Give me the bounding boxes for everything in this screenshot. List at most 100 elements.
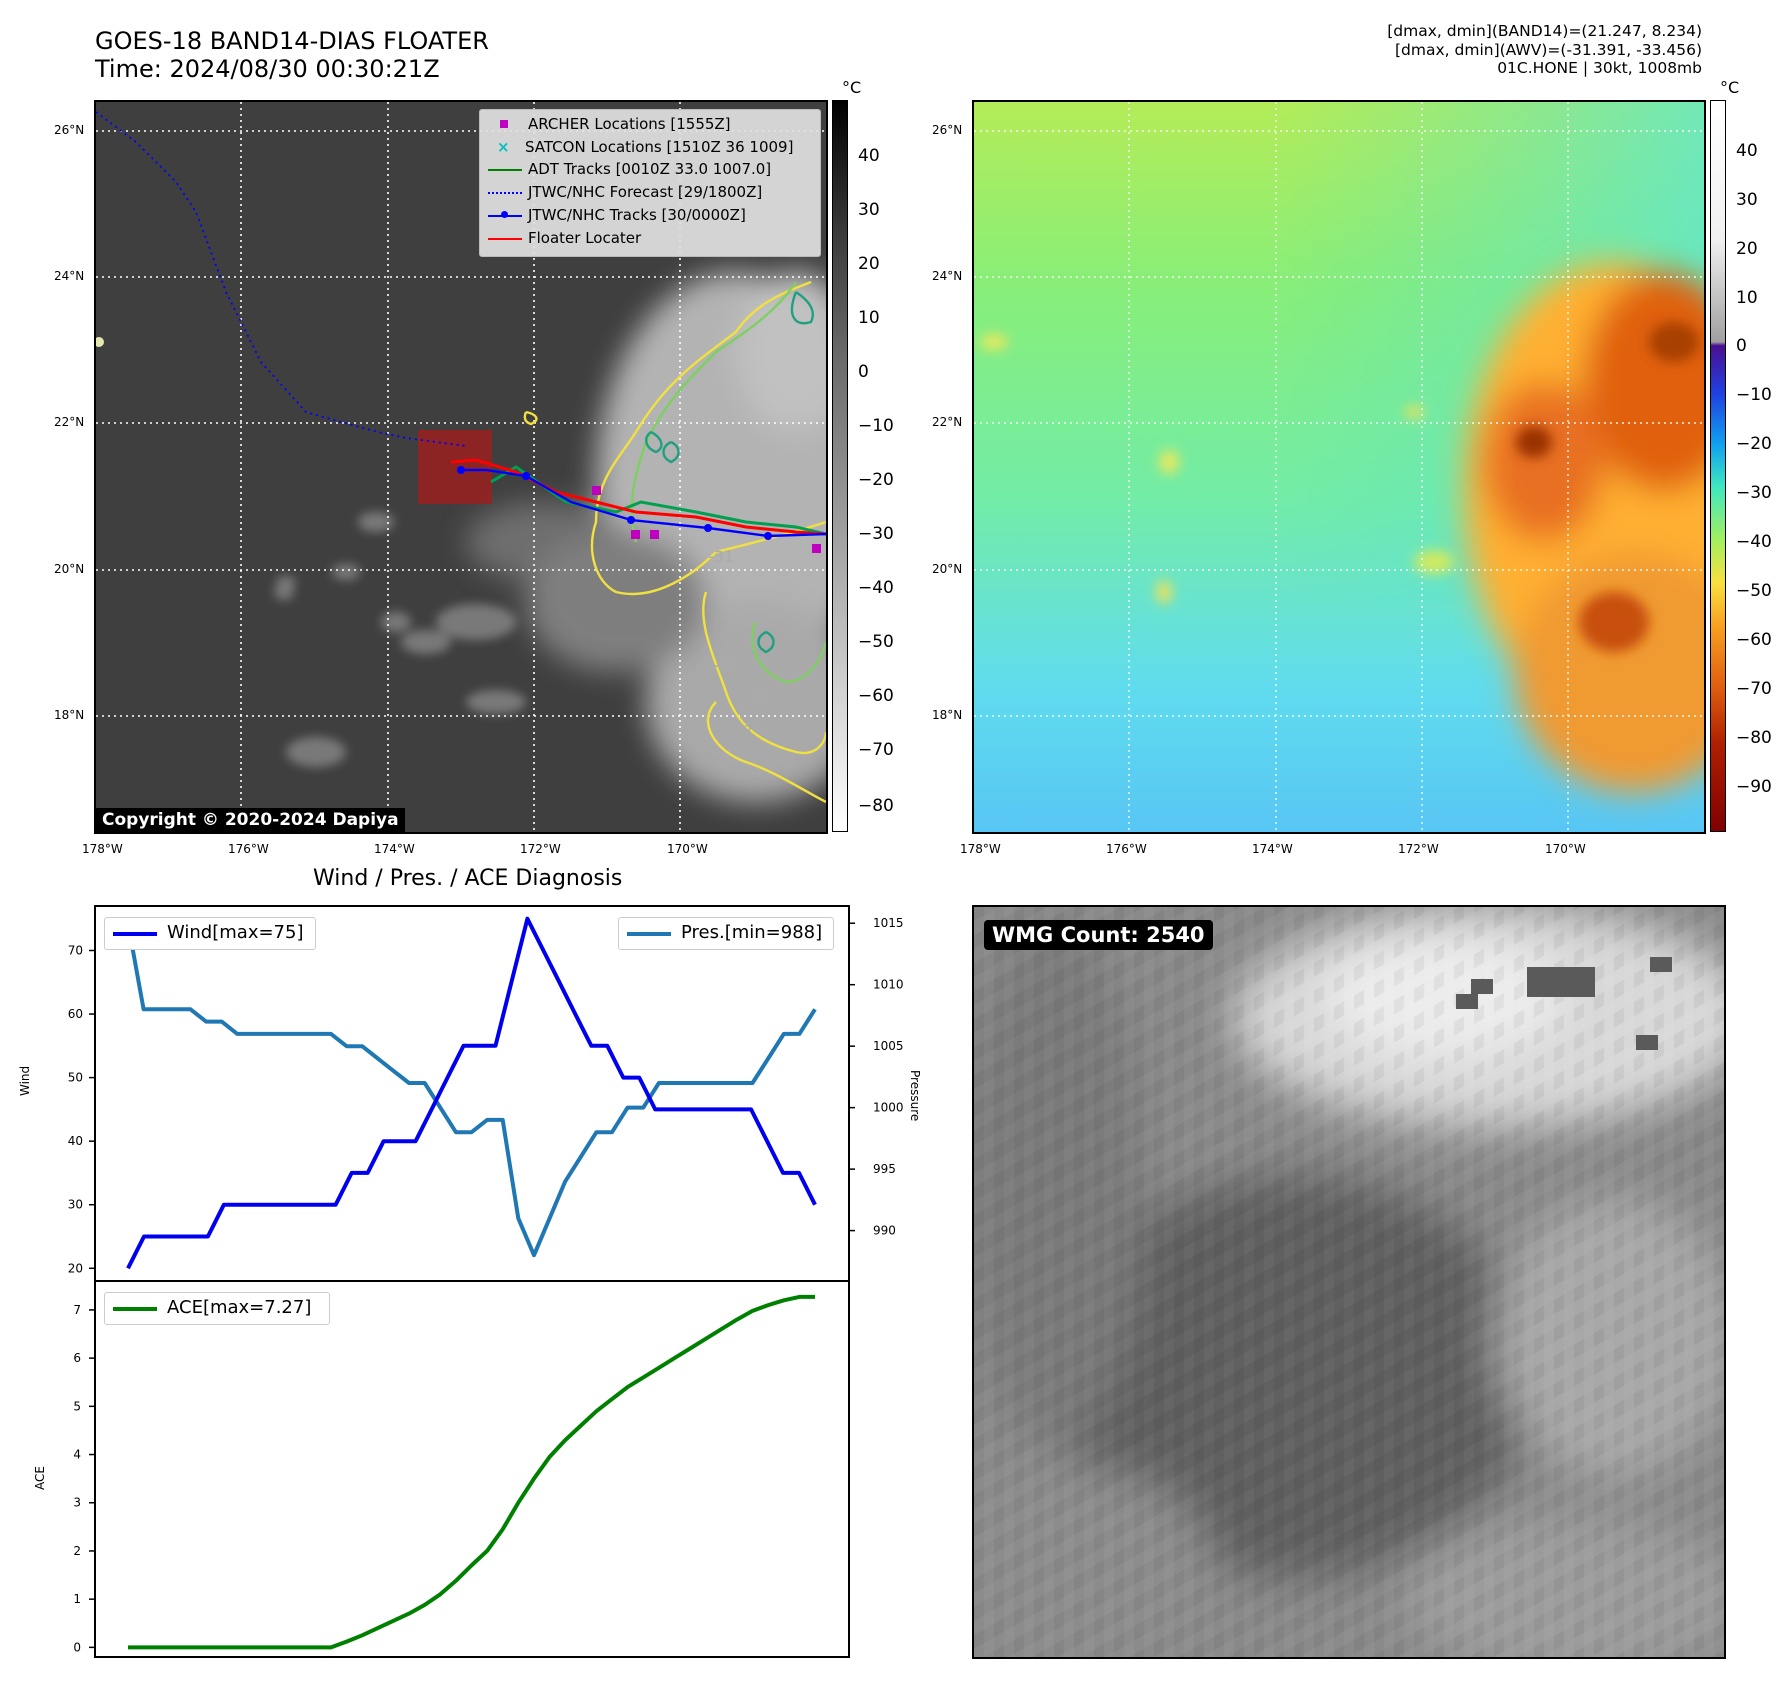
legend-label: SATCON Locations [1510Z 36 1009]	[525, 138, 794, 156]
colorbar-tick: −10	[858, 416, 894, 436]
info-line-2: [dmax, dmin](AWV)=(-31.391, -33.456)	[1395, 40, 1702, 59]
floater-locater-box	[418, 430, 492, 504]
adt-legend-line	[488, 169, 522, 171]
satcon-marker: ×	[497, 138, 510, 156]
colorbar-tick: 0	[858, 362, 869, 382]
legend-label: Floater Locater	[528, 229, 642, 247]
lon-label: 170°W	[667, 842, 708, 856]
lat-label: 24°N	[932, 269, 963, 283]
ace-series-line	[128, 1294, 815, 1650]
lon-label: 172°W	[520, 842, 561, 856]
forecast-legend-line	[488, 192, 522, 194]
colorbar-tick: −10	[1736, 385, 1772, 405]
colorbar-tick: −40	[1736, 532, 1772, 552]
wind-tick-label: 60	[68, 1007, 83, 1021]
wind-axis-title: Wind	[18, 1065, 32, 1096]
colorbar-tick: −80	[858, 796, 894, 816]
pressure-tick-label: 995	[873, 1162, 896, 1176]
colorbar-tick: 30	[858, 200, 880, 220]
lat-label: 26°N	[932, 123, 963, 137]
colorbar-tick: −70	[858, 740, 894, 760]
colorbar-tick: −60	[858, 686, 894, 706]
wmg-image	[974, 907, 1724, 1657]
pressure-legend-label: Pres.[min=988]	[681, 922, 823, 943]
colorbar-tick: 10	[858, 308, 880, 328]
lon-label: 178°W	[82, 842, 123, 856]
lat-label: 24°N	[54, 269, 85, 283]
legend-item-archer: ARCHER Locations [1555Z]	[494, 115, 731, 133]
colorbar-tick: 40	[858, 146, 880, 166]
dmax-info: [dmax, dmin](BAND14)=(21.247, 8.234) [dm…	[1387, 22, 1702, 78]
legend-label: JTWC/NHC Forecast [29/1800Z]	[528, 183, 763, 201]
colorbar-tick: 10	[1736, 288, 1758, 308]
wind-tick-label: 40	[68, 1134, 83, 1148]
lon-label: 170°W	[1545, 842, 1586, 856]
colorbar-tick: −20	[858, 470, 894, 490]
colorbar-tick: −40	[858, 578, 894, 598]
ace-axes-frame	[94, 1280, 850, 1658]
awv-colorbar	[1710, 100, 1726, 832]
info-line-3: 01C.HONE | 30kt, 1008mb	[1497, 59, 1702, 77]
ace-legend: ACE[max=7.27]	[104, 1292, 330, 1325]
lat-label: 22°N	[932, 415, 963, 429]
wind-tick-label: 70	[68, 943, 83, 957]
pressure-tick-label: 1000	[873, 1101, 904, 1115]
floater-legend-line	[488, 238, 522, 240]
ace-tick-label: 2	[73, 1544, 81, 1558]
wind-tick-label: 20	[68, 1261, 83, 1275]
wind-legend: Wind[max=75]	[104, 917, 316, 950]
title-line-2: Time: 2024/08/30 00:30:21Z	[95, 55, 440, 83]
ir-colorbar	[832, 100, 848, 832]
contour-label: -31	[736, 717, 762, 736]
archer-marker	[500, 120, 508, 128]
wind-tick-label: 30	[68, 1198, 83, 1212]
colorbar-tick: −20	[1736, 434, 1772, 454]
lon-label: 176°W	[1106, 842, 1147, 856]
pressure-tick-label: 1005	[873, 1039, 904, 1053]
colorbar-tick: −90	[1736, 777, 1772, 797]
colorbar-tick: 30	[1736, 190, 1758, 210]
ace-legend-line	[113, 1307, 157, 1311]
legend-item-adt: ADT Tracks [0010Z 33.0 1007.0]	[528, 160, 771, 178]
legend-label: ADT Tracks [0010Z 33.0 1007.0]	[528, 160, 772, 178]
ace-tick-label: 3	[73, 1496, 81, 1510]
colorbar-tick: 0	[1736, 336, 1747, 356]
lon-label: 176°W	[228, 842, 269, 856]
legend-item-satcon: × SATCON Locations [1510Z 36 1009]	[494, 138, 793, 156]
pressure-tick-label: 990	[873, 1224, 896, 1238]
ir-legend: ARCHER Locations [1555Z] × SATCON Locatio…	[479, 109, 821, 257]
legend-item-floater: Floater Locater	[528, 229, 641, 247]
legend-item-jtwc-forecast: JTWC/NHC Forecast [29/1800Z]	[528, 183, 762, 201]
lat-label: 26°N	[54, 123, 85, 137]
wmg-panel: WMG Count: 2540	[972, 905, 1726, 1659]
pressure-tick-label: 1010	[873, 978, 904, 992]
wind-legend-line	[113, 932, 157, 936]
figure-title: GOES-18 BAND14-DIAS FLOATER Time: 2024/0…	[95, 27, 489, 83]
lat-label: 22°N	[54, 415, 85, 429]
contour-label: -31	[744, 687, 770, 706]
ace-tick-label: 1	[73, 1592, 81, 1606]
awv-map-panel	[972, 100, 1706, 834]
lat-label: 20°N	[54, 562, 85, 576]
colorbar-tick: −80	[1736, 728, 1772, 748]
pressure-tick-label: 1015	[873, 916, 904, 930]
lon-label: 174°W	[374, 842, 415, 856]
jtwc-forecast-track	[96, 111, 467, 447]
copyright-label: Copyright © 2020-2024 Dapiya	[96, 808, 405, 832]
legend-label: JTWC/NHC Tracks [30/0000Z]	[528, 206, 746, 224]
awv-satellite-image	[974, 102, 1704, 832]
pressure-legend-line	[627, 932, 671, 936]
ace-axis-title: ACE	[33, 1466, 47, 1490]
wind-axes-frame	[94, 905, 850, 1282]
lat-label: 18°N	[932, 708, 963, 722]
ace-tick-label: 6	[73, 1351, 81, 1365]
wind-series-line	[126, 916, 817, 1270]
pressure-legend: Pres.[min=988]	[618, 917, 834, 950]
colorbar-tick: −70	[1736, 679, 1772, 699]
colorbar-tick: 40	[1736, 141, 1758, 161]
lon-label: 172°W	[1398, 842, 1439, 856]
colorbar-tick: −60	[1736, 630, 1772, 650]
contour-label: -31	[708, 652, 734, 671]
tracks-legend-dot	[501, 211, 508, 218]
